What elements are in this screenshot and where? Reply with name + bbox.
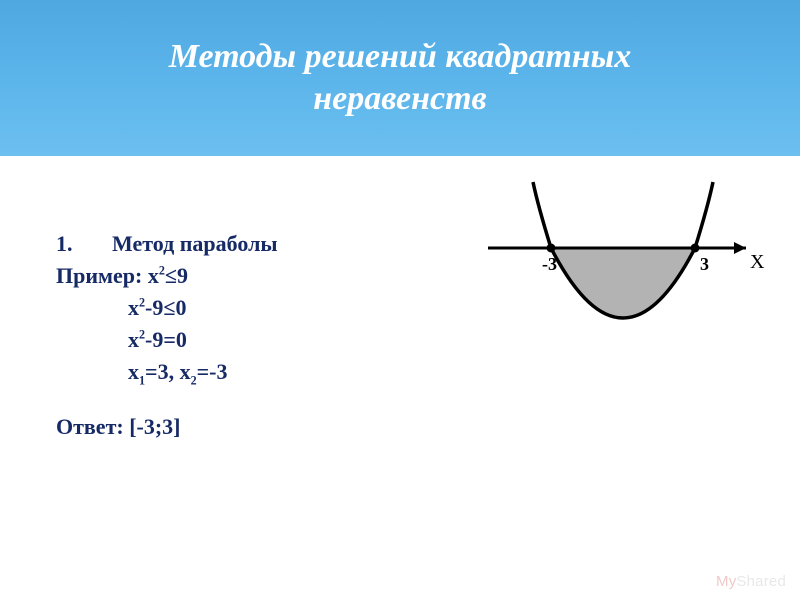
x-axis-arrow-icon (734, 242, 746, 254)
root-label-right: 3 (700, 254, 709, 274)
example-line-2: x2-9≤0 (128, 292, 278, 324)
title-line-1: Методы решений квадратных (169, 38, 632, 75)
answer-label: Ответ: (56, 414, 129, 439)
x-axis-label: X (750, 251, 765, 273)
slide-header: Методы решений квадратных неравенств (0, 0, 800, 156)
example-line-4: x1=3, x2=-3 (128, 356, 278, 390)
parabola-graph: -3 3 X (478, 176, 768, 376)
list-number: 1. (56, 228, 84, 260)
watermark: MyShared (716, 573, 786, 590)
root-dot-right (691, 244, 700, 253)
slide-body: 1. Метод параболы Пример: x2≤9 x2-9≤0 x2-… (56, 228, 278, 443)
root-dot-left (547, 244, 556, 253)
root-label-left: -3 (542, 254, 557, 274)
method-line: 1. Метод параболы (56, 228, 278, 260)
example-line-3: x2-9=0 (128, 324, 278, 356)
method-title: Метод параболы (112, 231, 278, 256)
title-line-2: неравенств (313, 80, 486, 117)
example-line-1: Пример: x2≤9 (56, 260, 278, 292)
spacer (56, 389, 278, 411)
watermark-my: My (716, 573, 736, 590)
watermark-shared: Shared (736, 573, 786, 590)
answer-line: Ответ: [-3;3] (56, 411, 278, 443)
example-label: Пример: (56, 263, 148, 288)
slide-title: Методы решений квадратных неравенств (169, 36, 632, 121)
answer-value: [-3;3] (129, 414, 180, 439)
